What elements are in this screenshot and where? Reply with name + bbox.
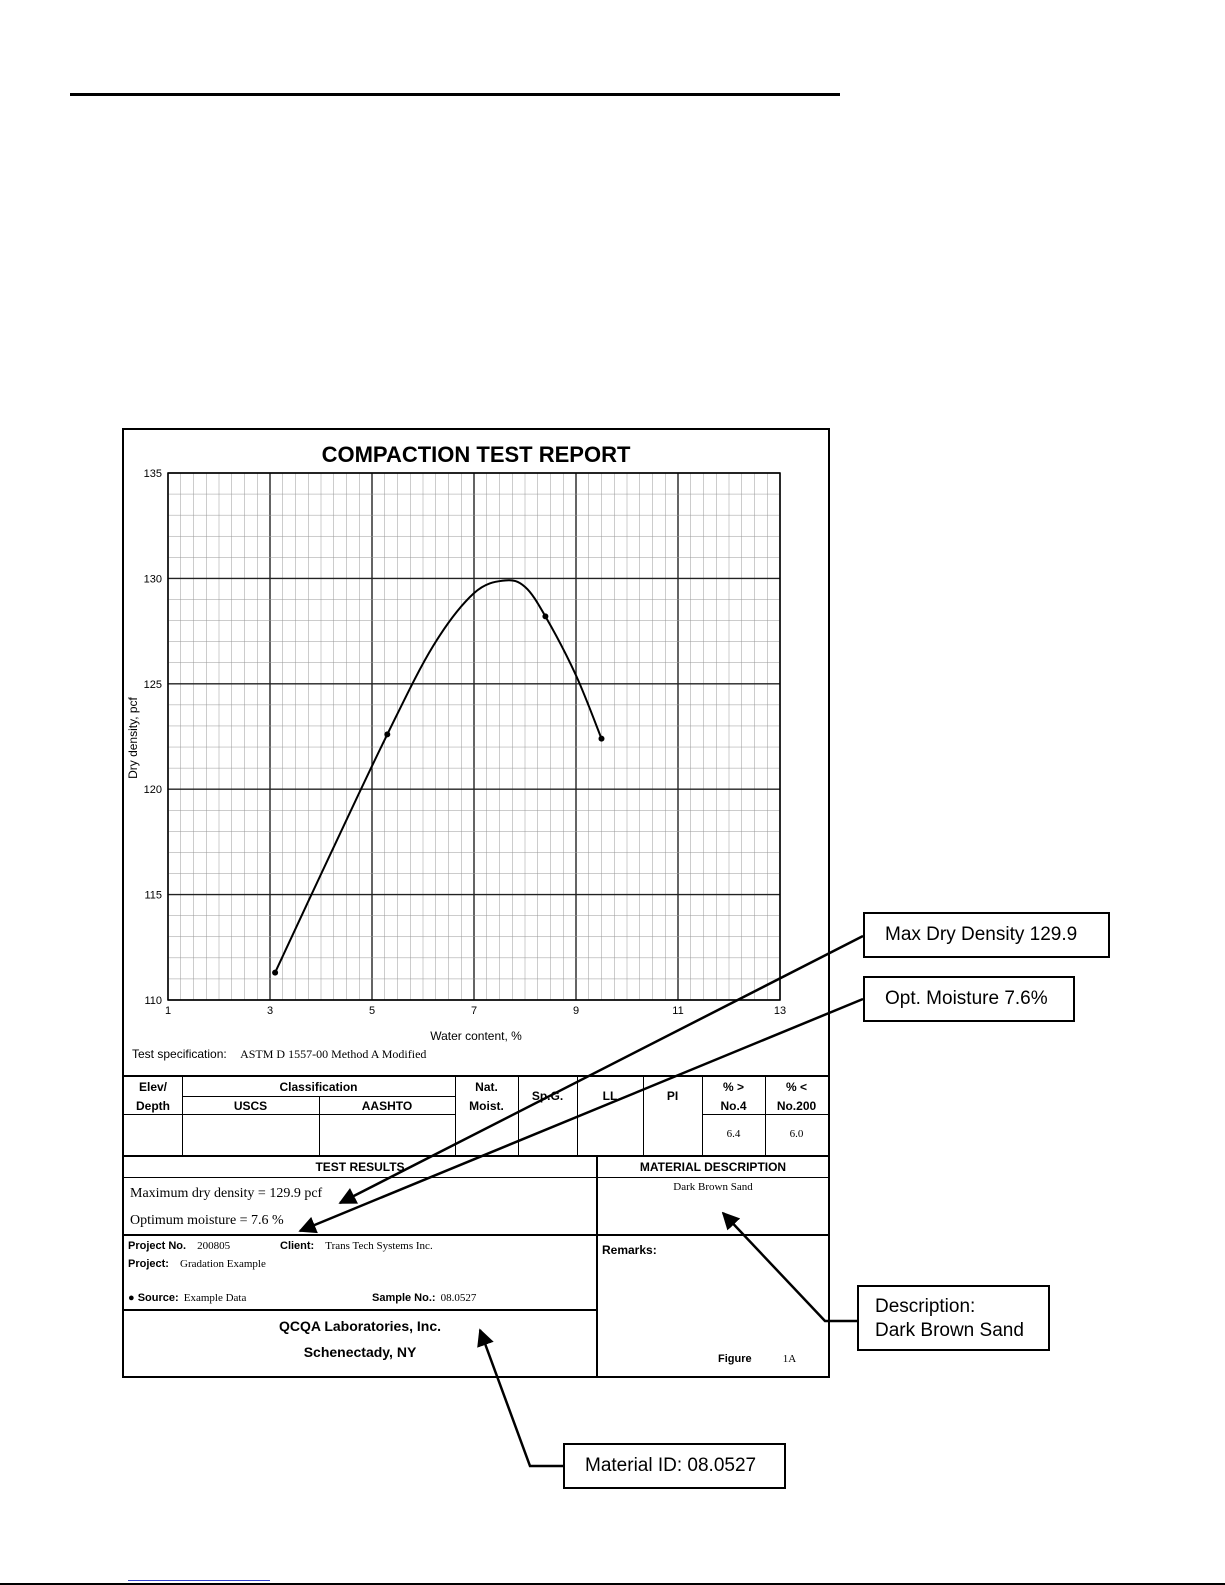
project-label: Project:	[128, 1258, 169, 1270]
data-point	[542, 613, 549, 620]
material-description-value: Dark Brown Sand	[673, 1181, 753, 1193]
optimum-moisture-result: Optimum moisture = 7.6 %	[130, 1213, 284, 1228]
y-tick-label: 130	[144, 573, 162, 585]
callout-description-line1: Description:	[875, 1296, 976, 1317]
lab-name: QCQA Laboratories, Inc.	[278, 1318, 442, 1334]
source-value: Example Data	[183, 1292, 247, 1304]
x-tick-label: 5	[369, 1005, 375, 1017]
test-spec: Test specification: ASTM D 1557-00 Metho…	[132, 1047, 426, 1062]
lab-city: Schenectady, NY	[303, 1344, 417, 1360]
sample-value: 08.0527	[440, 1292, 477, 1304]
footer-rule	[0, 1583, 1225, 1585]
value-no200: 6.0	[789, 1128, 804, 1140]
header-aashto: AASHTO	[361, 1099, 413, 1113]
callout-material-id: Material ID: 08.0527	[563, 1443, 786, 1489]
client-value: Trans Tech Systems Inc.	[325, 1240, 433, 1252]
x-tick-label: 11	[672, 1005, 683, 1017]
x-tick-label: 1	[165, 1005, 171, 1017]
header-nat: Nat.	[475, 1080, 498, 1094]
test-spec-label: Test specification:	[132, 1047, 227, 1061]
x-tick-label: 9	[573, 1005, 579, 1017]
source-label: Source:	[137, 1292, 179, 1304]
header-uscs: USCS	[233, 1099, 268, 1113]
classification-table: Elev/ Depth Classification USCS AASHTO N…	[124, 1075, 828, 1157]
callout-description: Description: Dark Brown Sand	[857, 1285, 1050, 1351]
header-rule	[70, 93, 840, 96]
callout-max-dry-density: Max Dry Density 129.9	[863, 912, 1110, 958]
header-pct-lt: % <	[785, 1080, 807, 1094]
sample-label: Sample No.:	[372, 1292, 436, 1304]
test-results-header: TEST RESULTS	[315, 1160, 405, 1174]
results-section: TEST RESULTS MATERIAL DESCRIPTION Maximu…	[124, 1156, 828, 1376]
y-axis-label: Dry density, pcf	[126, 696, 140, 778]
project-no-label: Project No.	[128, 1240, 187, 1252]
header-no200: No.200	[776, 1099, 817, 1113]
y-tick-label: 125	[144, 679, 162, 691]
data-point	[272, 969, 279, 976]
footer-link-underline	[128, 1580, 270, 1581]
value-no4: 6.4	[726, 1128, 741, 1140]
client-label: Client:	[280, 1240, 315, 1252]
x-tick-label: 3	[267, 1005, 273, 1017]
test-spec-value: ASTM D 1557-00 Method A Modified	[240, 1047, 427, 1061]
figure-value: 1A	[782, 1353, 797, 1365]
y-tick-label: 110	[144, 995, 162, 1007]
report-title: COMPACTION TEST REPORT	[321, 442, 631, 467]
header-pi: PI	[666, 1089, 679, 1103]
header-ll: LL	[602, 1089, 618, 1103]
y-tick-label: 135	[144, 468, 162, 480]
chart-grid	[167, 472, 781, 1001]
x-axis-label: Water content, %	[430, 1029, 522, 1043]
max-dry-density-result: Maximum dry density = 129.9 pcf	[130, 1186, 323, 1201]
project-no-value: 200805	[197, 1240, 231, 1252]
x-tick-label: 13	[774, 1005, 786, 1017]
header-depth: Depth	[136, 1099, 170, 1113]
callout-description-line2: Dark Brown Sand	[875, 1320, 1024, 1341]
callout-opt-moisture: Opt. Moisture 7.6%	[863, 976, 1075, 1022]
figure-number: Figure 1A	[718, 1353, 796, 1365]
x-tick-label: 7	[471, 1005, 477, 1017]
header-classification: Classification	[279, 1080, 358, 1094]
header-pct-gt: % >	[722, 1080, 744, 1094]
report-page: COMPACTION TEST REPORT 1 3 5 7 9 11 13 135 130 12…	[122, 428, 830, 1378]
remarks-label: Remarks:	[602, 1243, 657, 1257]
data-points	[272, 613, 605, 976]
material-description-header: MATERIAL DESCRIPTION	[639, 1160, 787, 1174]
y-tick-label: 120	[144, 784, 162, 796]
figure-label: Figure	[718, 1353, 752, 1365]
compaction-curve	[274, 579, 603, 974]
source-bullet-icon: ●	[128, 1292, 135, 1304]
y-tick-label: 115	[144, 890, 162, 902]
header-no4: No.4	[720, 1099, 747, 1113]
header-spg: Sp.G.	[531, 1089, 564, 1103]
project-value: Gradation Example	[180, 1258, 266, 1270]
data-point	[384, 731, 391, 738]
header-elev: Elev/	[138, 1080, 168, 1094]
data-point	[598, 735, 605, 742]
header-moist: Moist.	[469, 1099, 504, 1113]
